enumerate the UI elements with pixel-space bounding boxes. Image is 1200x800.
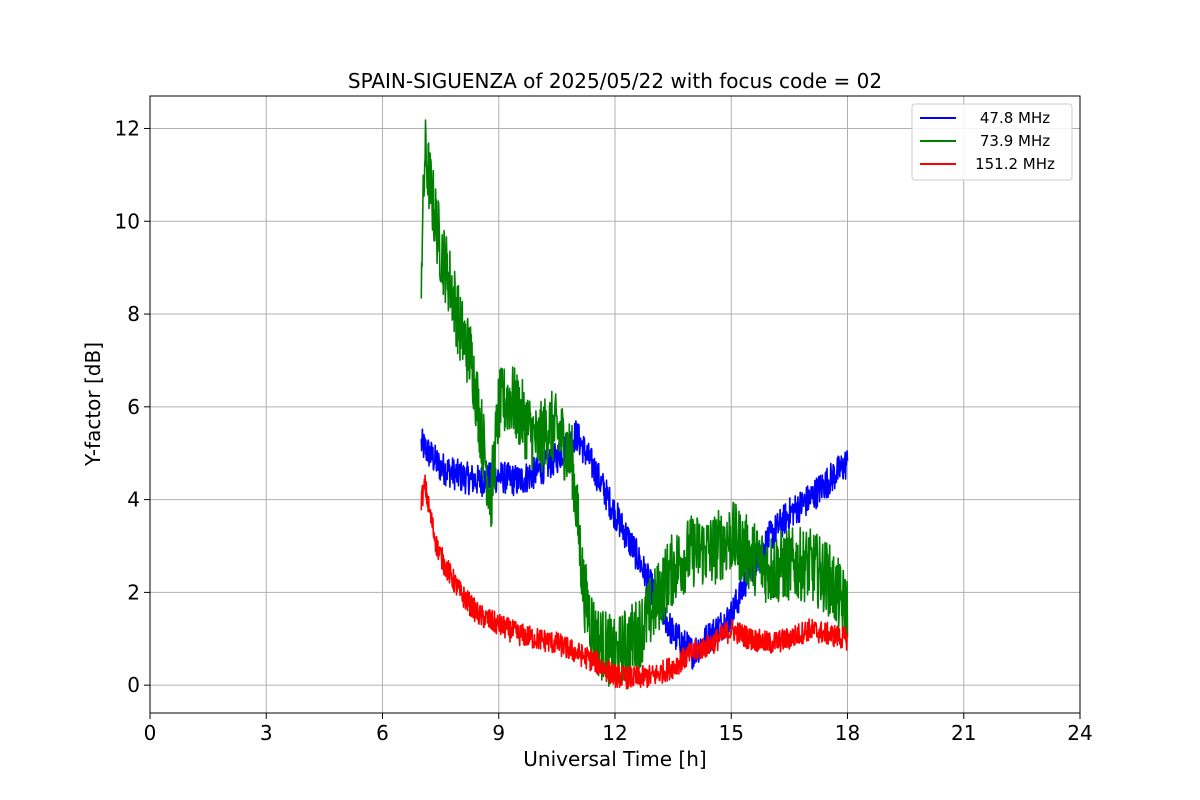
y-tick-label: 8	[127, 302, 140, 326]
chart-title: SPAIN-SIGUENZA of 2025/05/22 with focus …	[348, 69, 882, 93]
y-tick-label: 4	[127, 488, 140, 512]
y-axis-label: Y-factor [dB]	[81, 342, 105, 467]
x-axis-label: Universal Time [h]	[523, 747, 706, 771]
series-line-2	[420, 119, 849, 687]
x-tick-label: 15	[719, 721, 744, 745]
grid	[149, 96, 1081, 713]
y-tick-label: 6	[127, 395, 140, 419]
legend-label-3: 151.2 MHz	[975, 155, 1055, 173]
series-line-3	[420, 474, 848, 690]
x-tick-label: 12	[602, 721, 627, 745]
x-tick-label: 18	[835, 721, 860, 745]
x-tick-label: 21	[951, 721, 976, 745]
legend-label-1: 47.8 MHz	[980, 109, 1050, 127]
legend-label-2: 73.9 MHz	[980, 132, 1050, 150]
x-tick-label: 3	[260, 721, 273, 745]
legend: 47.8 MHz 73.9 MHz 151.2 MHz	[911, 103, 1073, 181]
y-tick-label: 12	[115, 116, 140, 140]
x-axis: 0 3 6 9 12 15 18 21 24	[144, 713, 1093, 745]
x-tick-label: 24	[1067, 721, 1092, 745]
y-tick-label: 2	[127, 580, 140, 604]
legend-box	[911, 103, 1073, 181]
x-tick-label: 6	[376, 721, 389, 745]
y-axis: 0 2 4 6 8 10 12	[115, 116, 150, 697]
y-tick-label: 0	[127, 673, 140, 697]
y-tick-label: 10	[115, 209, 140, 233]
x-tick-label: 0	[144, 721, 157, 745]
series-layer	[420, 119, 849, 690]
x-tick-label: 9	[492, 721, 505, 745]
